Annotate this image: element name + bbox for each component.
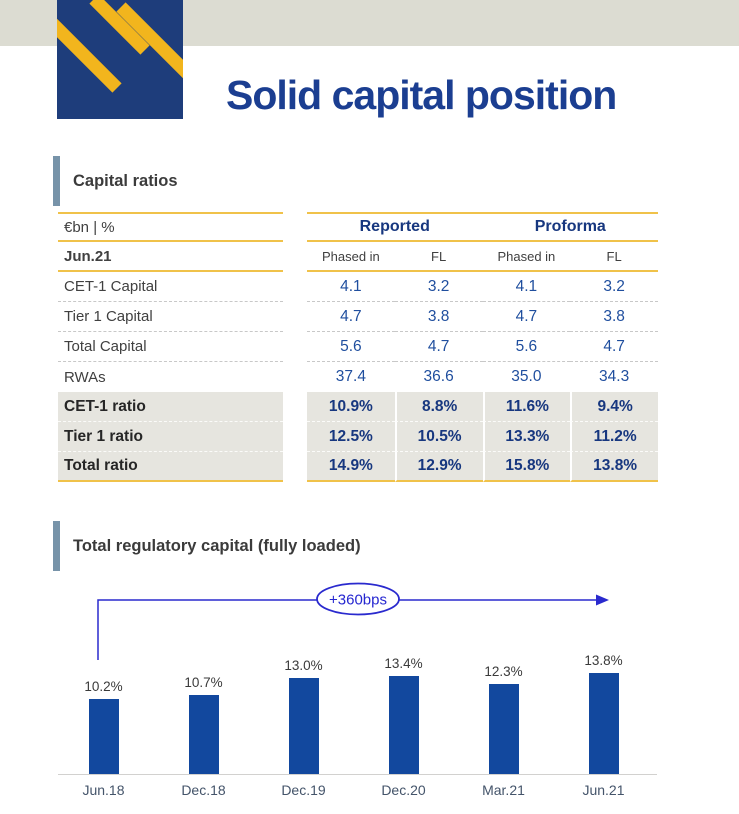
- capital-ratios-table: €bn | % Reported Proforma Jun.21 Phased …: [58, 212, 658, 482]
- table-body: CET-1 Capital 4.1 3.2 4.1 3.2 Tier 1 Capital 4…: [58, 272, 658, 482]
- table-column-gap: [283, 272, 307, 302]
- row-value: 3.8: [394, 302, 483, 332]
- bps-increase-arrow: +360bps: [97, 582, 609, 660]
- table-column-gap: [283, 212, 307, 242]
- bar-value-label: 10.2%: [84, 679, 123, 694]
- bar-Dec.18: [188, 695, 219, 774]
- row-value: 10.9%: [307, 392, 395, 422]
- row-value: 37.4: [335, 368, 366, 385]
- row-value: 15.8%: [482, 452, 571, 482]
- bar-value-label: 10.7%: [184, 675, 223, 690]
- x-axis-label: Mar.21: [482, 782, 525, 798]
- table-column-gap: [283, 302, 307, 332]
- row-value: 35.0: [511, 368, 542, 385]
- row-value: 12.5%: [307, 422, 395, 452]
- section-capital-ratios-title: Capital ratios: [73, 171, 178, 190]
- table-column-gap: [283, 422, 307, 452]
- subheader-reported-phased-in: Phased in: [307, 242, 395, 272]
- row-label: Tier 1 ratio: [58, 422, 283, 452]
- x-axis-label: Dec.19: [281, 782, 326, 798]
- table-column-gap: [283, 452, 307, 482]
- row-value: 4.7: [570, 332, 658, 362]
- row-label: Tier 1 Capital: [58, 302, 283, 332]
- row-value: 12.9%: [394, 452, 483, 482]
- row-value: 3.2: [570, 272, 658, 302]
- row-value: 11.6%: [482, 392, 571, 422]
- row-value: 14.9%: [307, 452, 395, 482]
- table-row: Total Capital 5.6 4.7 5.6 4.7: [58, 332, 658, 362]
- table-header-row: €bn | % Reported Proforma: [58, 212, 658, 242]
- company-logo: [47, 0, 193, 119]
- page-title: Solid capital position: [226, 72, 617, 118]
- row-value: 5.6: [307, 332, 395, 362]
- group-header-proforma: Proforma: [482, 212, 658, 242]
- bar-Mar.21: [488, 684, 519, 774]
- bps-annotation-label: +360bps: [329, 592, 387, 609]
- row-label: RWAs: [64, 368, 106, 386]
- table-period-label: Jun.21: [58, 242, 283, 272]
- row-value: 10.5%: [394, 422, 483, 452]
- table-row: CET-1 ratio 10.9% 8.8% 11.6% 9.4%: [58, 392, 658, 422]
- row-value: 3.8: [570, 302, 658, 332]
- bar-value-label: 13.4%: [384, 656, 423, 671]
- bar-Jun.18: [88, 699, 119, 774]
- company-logo-icon: [47, 0, 193, 119]
- row-label: Total ratio: [58, 452, 283, 482]
- table-column-gap: [283, 362, 307, 392]
- row-label: CET-1 ratio: [58, 392, 283, 422]
- table-column-gap: [283, 332, 307, 362]
- row-value: 4.1: [482, 272, 571, 302]
- row-value: 4.7: [307, 302, 395, 332]
- row-value: 4.7: [394, 332, 483, 362]
- row-value: 4.1: [307, 272, 395, 302]
- table-subheader-row: Jun.21 Phased in FL Phased in FL: [58, 242, 658, 272]
- x-axis-label: Jun.21: [582, 782, 625, 798]
- table-row: RWAs 37.4 36.6 35.0 34.3: [58, 362, 658, 392]
- table-row: CET-1 Capital 4.1 3.2 4.1 3.2: [58, 272, 658, 302]
- bar-value-label: 13.8%: [584, 653, 623, 668]
- section-accent-bar: [53, 156, 60, 206]
- bar-Jun.21: [588, 673, 619, 774]
- bar-value-label: 12.3%: [484, 664, 523, 679]
- x-axis-line: [58, 774, 657, 775]
- row-value: 34.3: [599, 368, 630, 385]
- x-axis-label: Dec.18: [181, 782, 226, 798]
- subheader-reported-fl: FL: [394, 242, 483, 272]
- row-value: 13.3%: [482, 422, 571, 452]
- row-label: CET-1 Capital: [58, 272, 283, 302]
- row-value: 3.2: [394, 272, 483, 302]
- row-value: 4.7: [482, 302, 571, 332]
- total-capital-bar-chart: +360bps 10.2% Jun.18 10.7% Dec.18 13.0% Dec.1…: [0, 575, 739, 814]
- row-value: 11.2%: [570, 422, 658, 452]
- bar-Dec.19: [288, 678, 319, 774]
- table-row: Tier 1 Capital 4.7 3.8 4.7 3.8: [58, 302, 658, 332]
- table-column-gap: [283, 392, 307, 422]
- table-column-gap: [283, 242, 307, 272]
- section-capital-ratios: Capital ratios: [53, 156, 178, 206]
- subheader-proforma-phased-in: Phased in: [482, 242, 571, 272]
- row-value: 36.6: [423, 368, 454, 385]
- table-unit-label: €bn | %: [58, 212, 283, 242]
- row-value: 8.8%: [394, 392, 483, 422]
- row-value: 9.4%: [570, 392, 658, 422]
- x-axis-label: Dec.20: [381, 782, 426, 798]
- table-row: Total ratio 14.9% 12.9% 15.8% 13.8%: [58, 452, 658, 482]
- row-label: Total Capital: [58, 332, 283, 362]
- row-value: 5.6: [482, 332, 571, 362]
- subheader-proforma-fl: FL: [570, 242, 658, 272]
- group-header-reported: Reported: [307, 212, 483, 242]
- x-axis-label: Jun.18: [82, 782, 125, 798]
- bar-Dec.20: [388, 676, 419, 774]
- section-chart-title: Total regulatory capital (fully loaded): [73, 536, 361, 555]
- table-row: Tier 1 ratio 12.5% 10.5% 13.3% 11.2%: [58, 422, 658, 452]
- row-value: 13.8%: [570, 452, 658, 482]
- bar-value-label: 13.0%: [284, 658, 323, 673]
- section-total-regulatory-capital: Total regulatory capital (fully loaded): [53, 521, 361, 571]
- section-accent-bar: [53, 521, 60, 571]
